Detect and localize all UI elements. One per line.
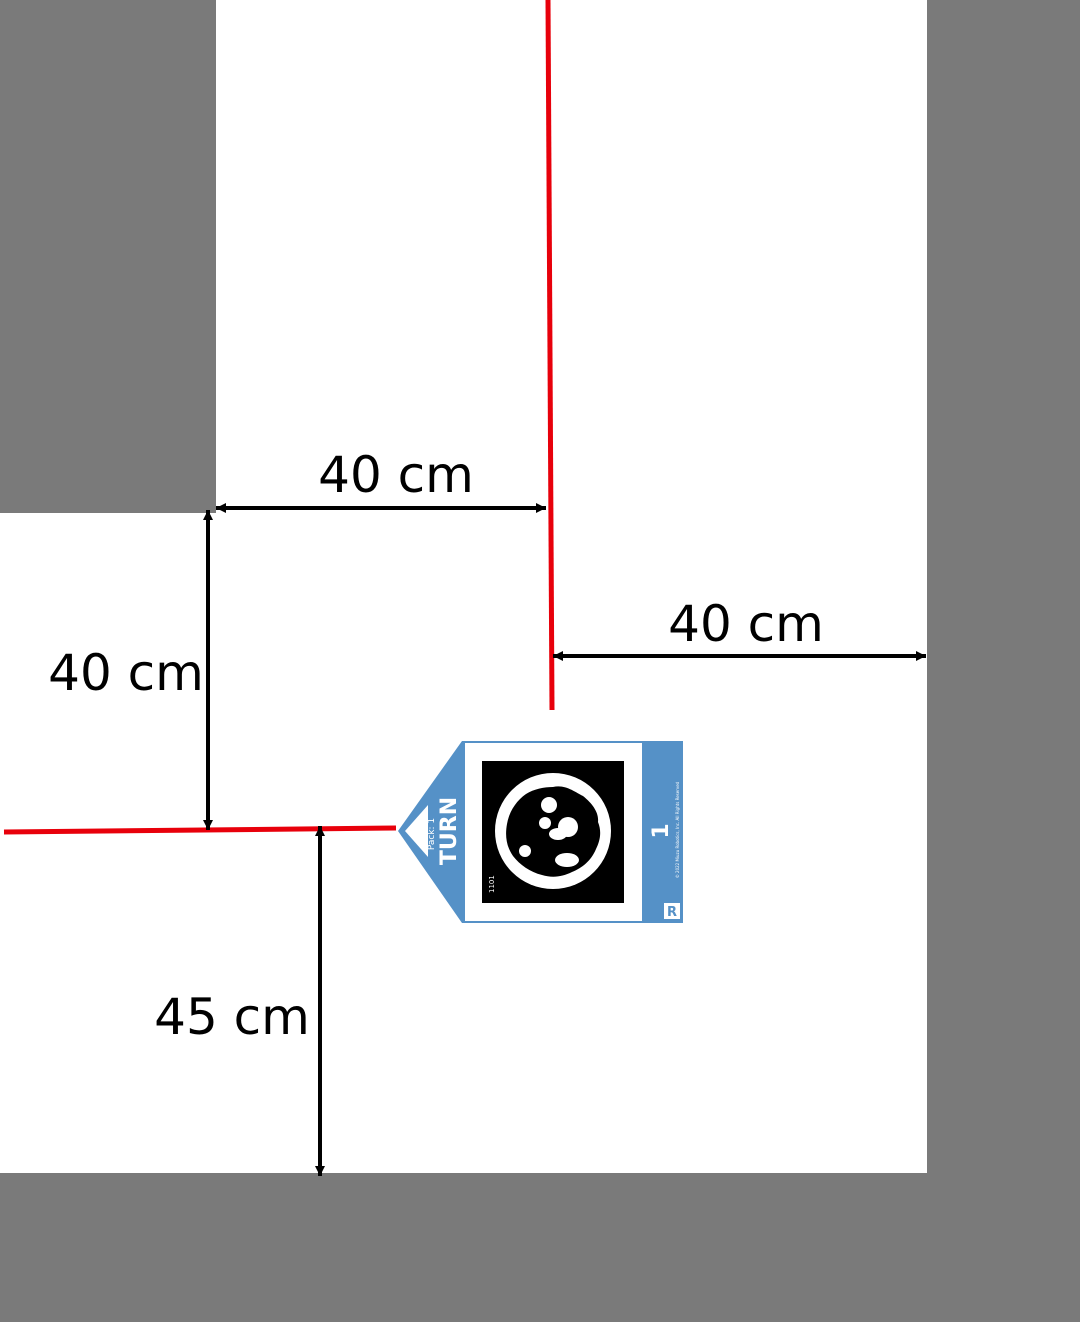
dimension-bottom: 45 cm [154,826,325,1176]
card-code: 1101 [488,875,496,893]
label-top-width: 40 cm [318,446,474,504]
label-left-height: 40 cm [48,644,204,702]
card-number: 1 [649,823,674,838]
turn-arrow-icon [405,805,428,857]
card-title: TURN [437,797,462,865]
card-subtitle: Pack: 1 [427,818,437,850]
floor-upper-region [216,0,927,514]
planet-marker-icon [495,773,611,889]
card-logo: R [667,905,677,920]
logo-icon [664,903,680,919]
label-right-width: 40 cm [668,595,824,653]
dimension-left: 40 cm [48,510,213,830]
label-bottom-height: 45 cm [154,988,310,1046]
tape-line-horizontal [3,825,397,835]
dimension-right: 40 cm [553,595,926,661]
tape-line-vertical [545,0,555,711]
card-fine-print: © 2022 Miuzu Robotics, Inc. All Rights R… [675,781,680,878]
floor-area [0,0,927,1173]
dimension-top: 40 cm [216,446,546,513]
turn-card: 1101 TURN Pack: 1 1 © 2022 Miuzu Robotic… [398,741,683,923]
